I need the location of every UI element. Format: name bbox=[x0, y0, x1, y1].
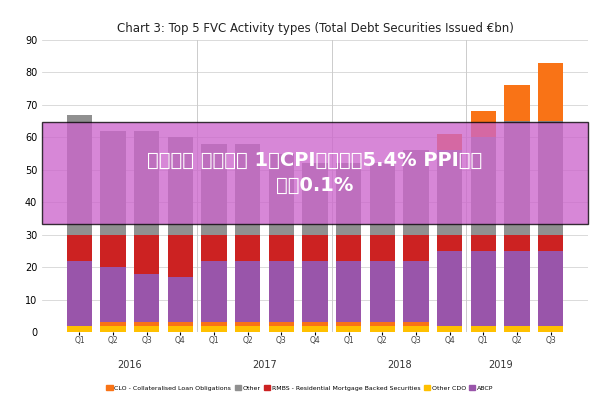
Bar bbox=[504, 326, 530, 332]
Bar bbox=[336, 326, 361, 332]
Bar bbox=[100, 267, 126, 332]
Bar bbox=[269, 326, 294, 332]
Bar bbox=[235, 261, 260, 332]
Bar bbox=[302, 326, 328, 332]
Bar bbox=[470, 326, 496, 332]
Bar bbox=[403, 326, 428, 332]
Bar bbox=[202, 144, 227, 332]
Bar bbox=[67, 326, 92, 332]
Bar bbox=[100, 322, 126, 332]
Bar bbox=[336, 261, 361, 332]
Bar bbox=[134, 274, 160, 332]
Bar bbox=[168, 235, 193, 332]
Bar bbox=[134, 326, 160, 332]
Text: 2016: 2016 bbox=[118, 360, 142, 370]
Bar bbox=[235, 322, 260, 332]
Bar bbox=[235, 144, 260, 332]
Bar bbox=[370, 235, 395, 332]
Bar bbox=[437, 150, 462, 332]
Text: 2018: 2018 bbox=[387, 360, 412, 370]
Bar bbox=[134, 131, 160, 332]
Bar bbox=[437, 251, 462, 332]
Bar bbox=[538, 326, 563, 332]
Bar bbox=[168, 137, 193, 332]
Bar bbox=[202, 326, 227, 332]
Bar bbox=[302, 261, 328, 332]
Bar bbox=[235, 235, 260, 332]
Bar bbox=[134, 235, 160, 332]
Bar bbox=[269, 261, 294, 332]
Bar bbox=[336, 322, 361, 332]
Bar bbox=[100, 235, 126, 332]
Bar bbox=[168, 277, 193, 332]
Bar bbox=[302, 322, 328, 332]
Bar bbox=[100, 131, 126, 332]
Bar bbox=[403, 322, 428, 332]
Bar bbox=[470, 235, 496, 332]
Bar bbox=[403, 261, 428, 332]
Text: 2019: 2019 bbox=[488, 360, 512, 370]
Bar bbox=[336, 235, 361, 332]
Bar bbox=[202, 261, 227, 332]
Bar bbox=[470, 251, 496, 332]
Text: 私募股票 统计局： 1月CPI同比上涨5.4% PPI同比
上涨0.1%: 私募股票 统计局： 1月CPI同比上涨5.4% PPI同比 上涨0.1% bbox=[148, 151, 482, 195]
Bar bbox=[269, 322, 294, 332]
FancyBboxPatch shape bbox=[42, 122, 588, 224]
Bar bbox=[470, 137, 496, 332]
Bar bbox=[100, 326, 126, 332]
Bar bbox=[437, 235, 462, 332]
Bar bbox=[437, 134, 462, 332]
Bar bbox=[538, 63, 563, 332]
Bar bbox=[67, 115, 92, 332]
Bar bbox=[504, 86, 530, 332]
Bar bbox=[168, 322, 193, 332]
Bar bbox=[504, 235, 530, 332]
Bar bbox=[504, 251, 530, 332]
Bar bbox=[336, 163, 361, 332]
Bar bbox=[538, 235, 563, 332]
Bar bbox=[67, 235, 92, 332]
Bar bbox=[269, 235, 294, 332]
Bar bbox=[202, 235, 227, 332]
Bar bbox=[202, 322, 227, 332]
Bar bbox=[370, 163, 395, 332]
Bar bbox=[370, 261, 395, 332]
Bar bbox=[134, 322, 160, 332]
Bar bbox=[168, 326, 193, 332]
Bar bbox=[235, 326, 260, 332]
Bar bbox=[370, 322, 395, 332]
Bar bbox=[370, 326, 395, 332]
Bar bbox=[403, 235, 428, 332]
Bar bbox=[538, 121, 563, 332]
Title: Chart 3: Top 5 FVC Activity types (Total Debt Securities Issued €bn): Chart 3: Top 5 FVC Activity types (Total… bbox=[116, 22, 514, 35]
Bar bbox=[470, 111, 496, 332]
Bar bbox=[67, 235, 92, 332]
Legend: CLO - Collateralised Loan Obligations, Other, RMBS - Residential Mortgage Backed: CLO - Collateralised Loan Obligations, O… bbox=[104, 384, 496, 393]
Bar bbox=[302, 163, 328, 332]
Bar bbox=[437, 326, 462, 332]
Bar bbox=[67, 261, 92, 332]
Bar bbox=[504, 121, 530, 332]
Text: 2017: 2017 bbox=[252, 360, 277, 370]
Bar bbox=[302, 235, 328, 332]
Bar bbox=[538, 251, 563, 332]
Bar bbox=[403, 150, 428, 332]
Bar bbox=[269, 154, 294, 332]
